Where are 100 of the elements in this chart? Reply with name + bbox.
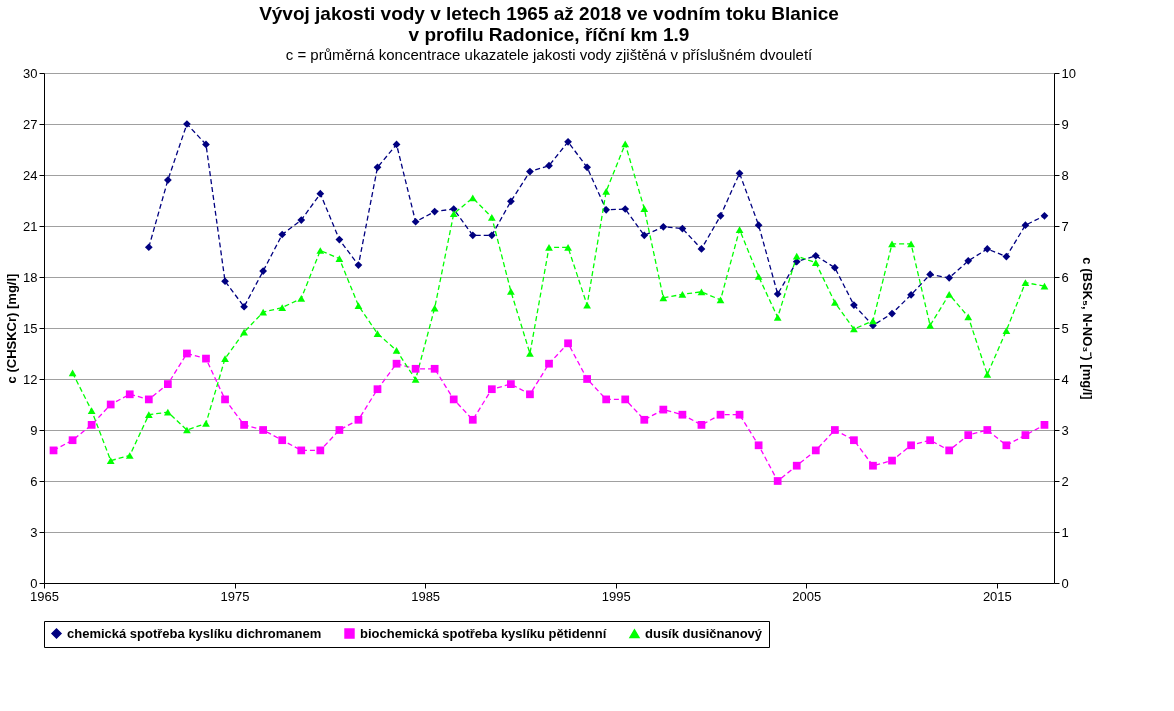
point — [964, 256, 973, 265]
point — [1021, 279, 1030, 286]
y2-tick-label: 1 — [1061, 524, 1069, 540]
point — [697, 288, 706, 296]
point — [678, 290, 687, 298]
point — [697, 245, 706, 253]
point — [487, 385, 496, 394]
y2-tick-label: 2 — [1061, 473, 1069, 489]
point — [87, 421, 96, 429]
y-tick-label: 24 — [23, 167, 38, 183]
point — [335, 426, 344, 434]
point — [640, 415, 649, 424]
point — [964, 431, 973, 439]
point — [221, 355, 229, 362]
point — [526, 350, 534, 357]
point — [202, 354, 210, 363]
point — [869, 461, 877, 470]
point — [183, 349, 191, 358]
point — [602, 187, 611, 195]
legend-label: biochemická spotřeba kyslíku pětidenní — [360, 625, 607, 641]
point — [278, 436, 287, 445]
point — [621, 395, 630, 404]
point — [830, 299, 839, 306]
y2-tick-label: 3 — [1061, 422, 1069, 438]
point — [449, 210, 458, 218]
point — [373, 163, 382, 172]
point — [1002, 327, 1011, 334]
point — [449, 395, 458, 404]
point — [754, 273, 763, 280]
point — [240, 302, 248, 311]
y-tick-label: 15 — [23, 320, 38, 336]
point — [526, 390, 534, 399]
point — [545, 244, 553, 251]
point — [964, 313, 973, 321]
point — [202, 420, 210, 427]
point — [983, 245, 992, 253]
point — [468, 415, 477, 424]
point — [335, 235, 344, 244]
point — [163, 176, 172, 184]
point — [754, 221, 763, 230]
point — [354, 415, 363, 424]
point — [125, 390, 134, 399]
point — [564, 244, 572, 251]
y2-tick-label: 7 — [1061, 218, 1069, 234]
x-tick-label: 1965 — [30, 588, 59, 604]
point — [888, 456, 896, 465]
point — [830, 426, 839, 434]
point — [888, 240, 896, 248]
point — [716, 410, 725, 419]
y2-tick-label: 8 — [1061, 167, 1069, 183]
point — [487, 231, 496, 240]
point — [144, 243, 153, 252]
point — [259, 267, 268, 275]
point — [659, 294, 668, 302]
point — [221, 395, 229, 404]
point — [526, 167, 534, 176]
x-tick-label: 1985 — [411, 588, 441, 604]
y2-tick-label: 4 — [1061, 371, 1069, 387]
point — [1021, 221, 1030, 230]
point — [773, 477, 782, 485]
point — [278, 304, 287, 311]
point — [316, 189, 325, 198]
point — [1040, 211, 1049, 220]
point — [545, 359, 553, 368]
point — [202, 140, 210, 149]
point — [716, 211, 725, 220]
point — [754, 441, 763, 450]
y2-tick-label: 6 — [1061, 269, 1069, 285]
point — [678, 410, 687, 419]
y-tick-label: 9 — [30, 422, 38, 438]
point — [163, 380, 172, 388]
point — [983, 426, 992, 434]
point — [411, 376, 420, 383]
point — [411, 217, 420, 226]
point — [354, 261, 363, 269]
point — [926, 270, 935, 279]
point — [411, 364, 420, 373]
point — [983, 371, 992, 378]
y-tick-label: 0 — [30, 575, 38, 591]
point — [926, 322, 935, 329]
y-tick-label: 6 — [30, 473, 38, 489]
point — [792, 461, 801, 470]
point — [907, 441, 915, 450]
y-tick-label: 18 — [23, 269, 38, 285]
point — [811, 251, 820, 260]
point — [68, 436, 77, 445]
y-axis-title: c (CHSKCr) [mg/l] — [4, 273, 20, 384]
point — [659, 405, 668, 414]
point — [507, 380, 515, 388]
point — [621, 205, 630, 213]
point — [945, 273, 954, 282]
point — [678, 224, 687, 233]
point — [735, 169, 744, 178]
point — [926, 436, 935, 445]
x-tick-label: 1995 — [601, 588, 631, 604]
point — [850, 301, 858, 309]
point — [773, 290, 782, 298]
point — [373, 385, 382, 394]
point — [144, 411, 153, 419]
y-tick-label: 27 — [23, 116, 38, 132]
